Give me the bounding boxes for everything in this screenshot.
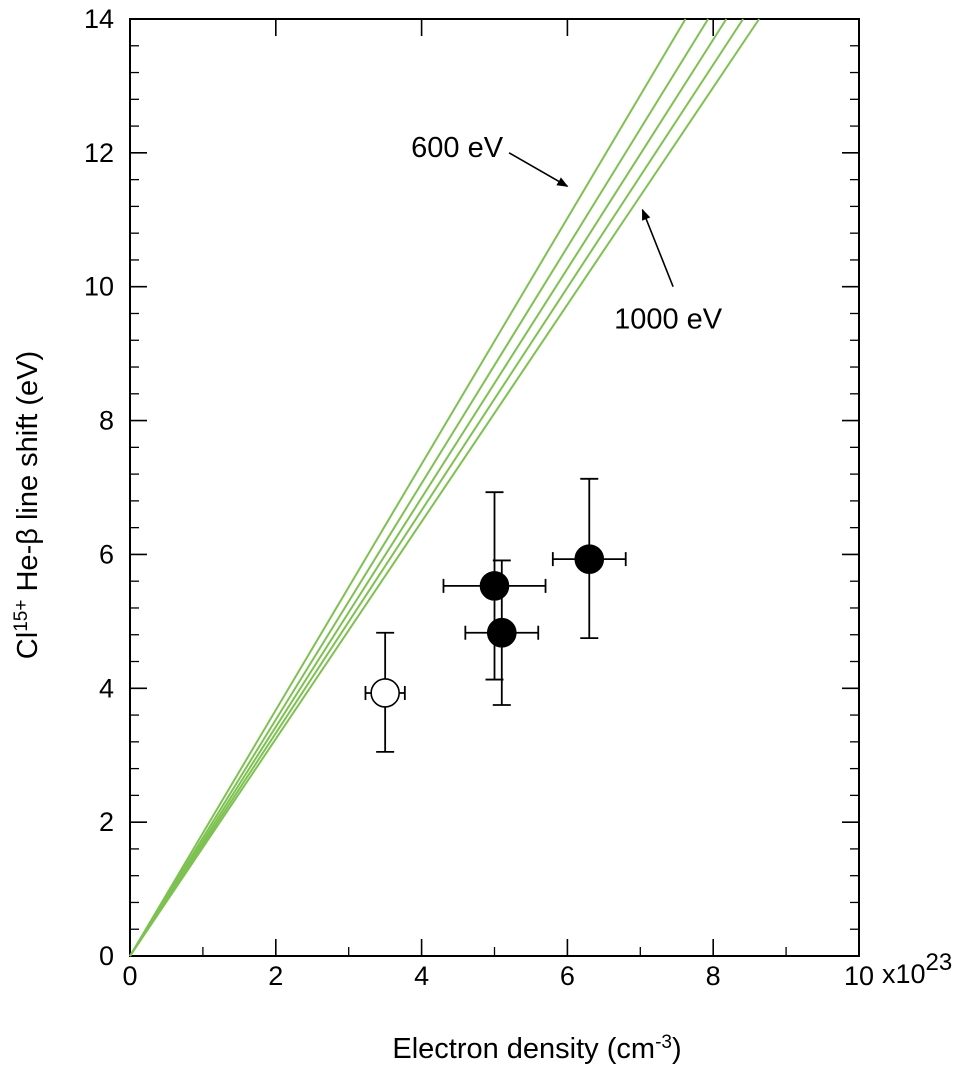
y-tick-label: 2: [99, 807, 114, 837]
model-lines: [129, 18, 760, 957]
y-tick-label: 4: [99, 673, 114, 703]
y-axis-title-main: He-β line shift (eV): [12, 351, 44, 600]
data-point-filled: [486, 617, 517, 648]
data-markers: [370, 544, 605, 708]
data-point-filled: [479, 571, 510, 601]
annotation-arrow: [641, 208, 674, 288]
data-point-filled: [574, 544, 605, 574]
x-tick-label: 0: [122, 961, 137, 991]
x-axis-multiplier-main: x10: [882, 959, 926, 989]
x-tick-label: 6: [560, 961, 575, 991]
x-tick-label: 4: [414, 961, 429, 991]
x-tick-label: 8: [706, 961, 721, 991]
y-axis-title-pre: Cl: [12, 632, 44, 659]
y-tick-label: 10: [84, 272, 114, 302]
annotations: 600 eV 1000 eV: [411, 132, 723, 336]
model-line: [129, 18, 744, 957]
y-tick-label: 6: [99, 539, 114, 569]
x-axis-title: Electron density (cm-3): [392, 1032, 681, 1066]
error-bars: [364, 477, 627, 753]
x-tick-label: 2: [268, 961, 283, 991]
model-line: [129, 18, 687, 957]
annotation-label: 1000 eV: [614, 304, 723, 336]
x-tick-label: 10: [844, 961, 874, 991]
model-line: [129, 18, 728, 957]
y-axis-title: Cl15+ He-β line shift (eV): [11, 351, 45, 659]
model-line: [129, 18, 709, 957]
y-tick-label: 0: [99, 941, 114, 971]
y-tick-label: 14: [84, 4, 114, 34]
y-tick-label: 12: [84, 138, 114, 168]
annotation-arrow: [508, 152, 569, 188]
x-axis-title-main: Electron density (cm: [392, 1033, 655, 1065]
data-point-open: [370, 678, 400, 708]
minor-ticks: [129, 18, 860, 957]
x-axis-multiplier: x1023: [882, 949, 952, 990]
x-axis-title-sup: -3: [655, 1032, 672, 1053]
model-line: [129, 18, 760, 957]
y-axis-title-sup: 15+: [11, 600, 32, 632]
x-axis-title-tail: ): [672, 1033, 682, 1065]
x-axis-multiplier-sup: 23: [926, 949, 953, 976]
annotation-label: 600 eV: [411, 132, 504, 164]
y-tick-label: 8: [99, 406, 114, 436]
tick-labels: 0 2 4 6 8 10 0 2 4 6 8 10 12 14: [84, 4, 874, 991]
